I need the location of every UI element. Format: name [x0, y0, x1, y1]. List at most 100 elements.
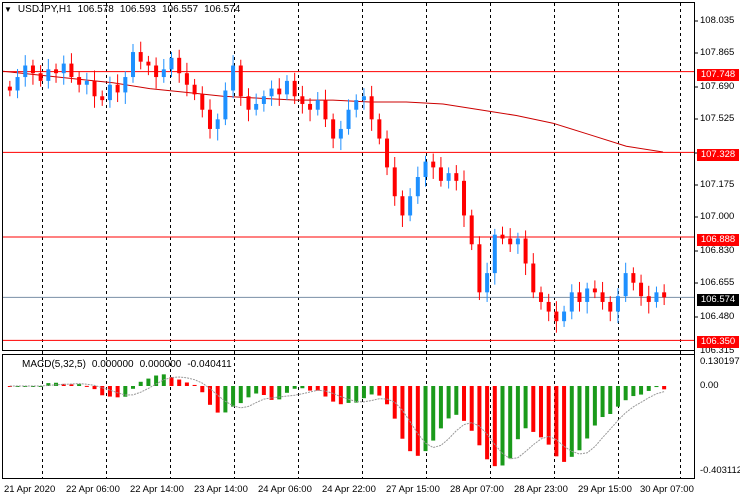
time-tick: 29 Apr 15:00: [578, 484, 632, 495]
macd-bar: [562, 386, 567, 462]
candle-body: [115, 84, 120, 93]
candle-body: [184, 73, 189, 85]
macd-bar: [107, 386, 112, 397]
candle-body: [277, 88, 282, 95]
macd-bar: [662, 386, 667, 390]
candle-body: [639, 282, 644, 297]
time-tick: 24 Apr 06:00: [258, 484, 312, 495]
candle-body: [577, 292, 582, 302]
macd-bar: [523, 386, 528, 429]
price-tick: 107.865: [700, 47, 735, 58]
candle-body: [646, 296, 651, 302]
candle-body: [554, 311, 559, 322]
macd-bar: [61, 383, 66, 386]
candle-body: [146, 61, 151, 66]
candle-body: [485, 273, 490, 293]
candle-body: [100, 96, 105, 101]
ohlc-close: 106.574: [204, 4, 241, 15]
candle-body: [284, 80, 289, 95]
macd-tick: -0.403112: [700, 465, 740, 476]
macd-bar: [369, 386, 374, 395]
level-tag[interactable]: 107.328: [697, 149, 739, 161]
candle-body: [569, 292, 574, 312]
macd-bar: [469, 386, 474, 431]
price-tick: 108.035: [700, 15, 735, 26]
candle-body: [38, 73, 43, 81]
time-tick: 28 Apr 07:00: [450, 484, 504, 495]
macd-bar: [115, 386, 120, 398]
macd-bar: [569, 386, 574, 457]
candle-body: [315, 100, 320, 110]
ohlc-low: 106.557: [161, 4, 199, 15]
candles: [7, 41, 667, 333]
macd-bar: [631, 386, 636, 397]
candle-body: [192, 84, 197, 95]
candle-body: [61, 63, 66, 74]
candle-body: [92, 80, 97, 97]
candle-body: [254, 103, 259, 110]
candle-body: [346, 109, 351, 129]
time-tick: 27 Apr 15:00: [386, 484, 440, 495]
candle-body: [392, 167, 397, 197]
macd-bar: [500, 386, 505, 466]
time-tick: 21 Apr 2020: [4, 484, 56, 495]
macd-bar: [600, 386, 605, 418]
candle-body: [246, 96, 251, 110]
vertical-grid: [42, 3, 681, 478]
macd-bar: [207, 386, 212, 405]
macd-bar: [585, 386, 590, 439]
moving-average-line: [2, 70, 664, 153]
macd-bar: [300, 386, 305, 389]
candle-body: [207, 109, 212, 129]
macd-bar: [431, 386, 436, 441]
candle-body: [477, 244, 482, 293]
macd-tick: 0.00: [700, 380, 719, 391]
level-tag[interactable]: 107.748: [697, 69, 739, 81]
candle-body: [469, 215, 474, 245]
candle-body: [631, 273, 636, 283]
macd-bar: [223, 386, 228, 413]
macd-bar: [38, 386, 43, 387]
macd-label: MACD(5,32,5): [22, 359, 86, 370]
candle-body: [54, 69, 59, 74]
candle-body: [161, 69, 166, 78]
level-tag[interactable]: 106.350: [697, 336, 739, 348]
macd-bar: [146, 378, 151, 386]
candle-body: [200, 94, 205, 110]
candle-body: [223, 90, 228, 120]
price-tick: 107.175: [700, 179, 735, 190]
macd-bar: [423, 386, 428, 452]
macd-bar: [77, 384, 82, 386]
macd-bar: [492, 386, 497, 467]
macd-bar: [408, 386, 413, 452]
macd-bar: [446, 386, 451, 419]
candle-body: [400, 196, 405, 216]
candle-body: [592, 288, 597, 293]
candle-body: [377, 119, 382, 139]
macd-bar: [608, 386, 613, 414]
price-tick: 106.830: [700, 245, 735, 256]
macd-bar: [200, 386, 205, 393]
candle-body: [600, 292, 605, 302]
macd-bar: [246, 386, 251, 398]
macd-bar: [454, 386, 459, 415]
dropdown-triangle-icon[interactable]: ▼: [4, 5, 12, 14]
macd-bar: [346, 386, 351, 403]
macd-bar: [639, 386, 644, 395]
candle-body: [508, 238, 513, 245]
macd-histogram: [7, 374, 667, 467]
candle-body: [46, 69, 51, 81]
candle-body: [438, 167, 443, 181]
macd-bar: [100, 386, 105, 396]
macd-value-2: 0.000000: [139, 359, 182, 370]
macd-bar: [538, 386, 543, 438]
candle-body: [446, 173, 451, 181]
level-tag[interactable]: 106.888: [697, 234, 739, 246]
macd-bar: [315, 386, 320, 391]
candle-body: [623, 273, 628, 297]
macd-bar: [546, 386, 551, 445]
candle-body: [615, 296, 620, 312]
macd-bar: [308, 386, 313, 391]
candle-body: [269, 88, 274, 97]
